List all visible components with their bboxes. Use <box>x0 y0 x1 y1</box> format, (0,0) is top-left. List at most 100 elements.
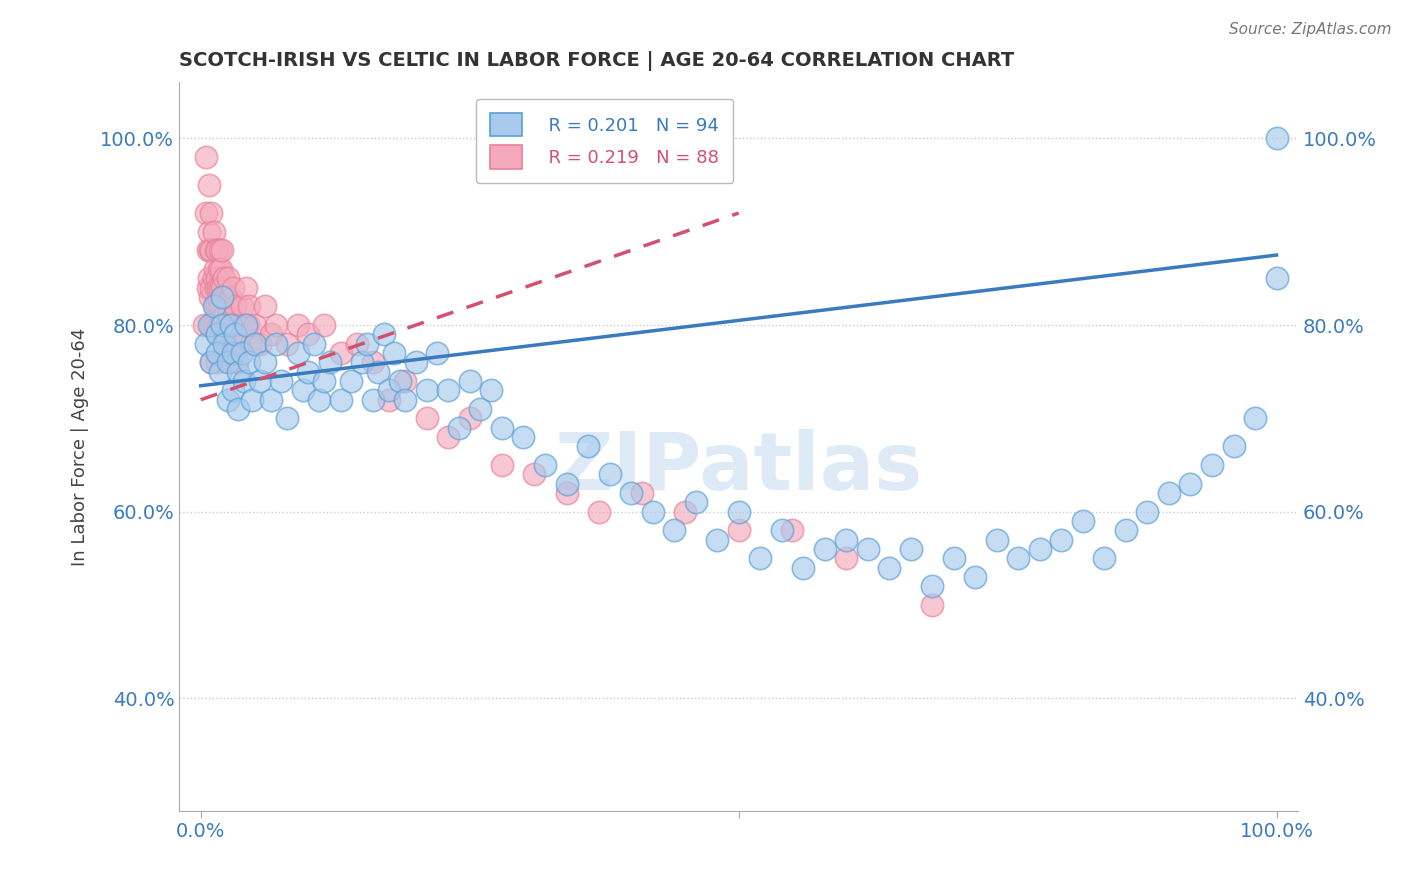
Point <box>195 150 218 164</box>
Point <box>523 467 546 482</box>
Point <box>197 281 219 295</box>
Point <box>287 318 309 332</box>
Point <box>1115 524 1137 538</box>
Point <box>228 365 250 379</box>
Point <box>346 336 368 351</box>
Point <box>222 346 245 360</box>
Point <box>209 299 232 313</box>
Point <box>204 281 226 295</box>
Point <box>314 374 336 388</box>
Point <box>198 225 221 239</box>
Legend:   R = 0.201   N = 94,   R = 0.219   N = 88: R = 0.201 N = 94, R = 0.219 N = 88 <box>475 99 734 183</box>
Point <box>204 262 226 277</box>
Point <box>576 439 599 453</box>
Point <box>240 336 263 351</box>
Point <box>222 384 245 398</box>
Point <box>205 355 228 369</box>
Point <box>555 486 578 500</box>
Point <box>219 318 242 332</box>
Point <box>361 355 384 369</box>
Point <box>208 262 231 277</box>
Point <box>458 411 481 425</box>
Y-axis label: In Labor Force | Age 20-64: In Labor Force | Age 20-64 <box>72 327 89 566</box>
Point <box>254 355 277 369</box>
Point <box>900 542 922 557</box>
Point <box>209 262 232 277</box>
Point <box>1265 271 1288 285</box>
Text: Source: ZipAtlas.com: Source: ZipAtlas.com <box>1229 22 1392 37</box>
Point <box>319 355 342 369</box>
Point <box>1244 411 1267 425</box>
Point <box>835 551 858 566</box>
Point <box>373 327 395 342</box>
Point <box>1201 458 1223 472</box>
Point <box>195 206 218 220</box>
Point <box>367 365 389 379</box>
Point <box>249 336 271 351</box>
Point <box>235 281 257 295</box>
Point <box>394 392 416 407</box>
Point <box>1136 505 1159 519</box>
Point <box>249 374 271 388</box>
Point <box>620 486 643 500</box>
Point <box>706 533 728 547</box>
Point <box>921 598 943 612</box>
Point <box>491 421 513 435</box>
Point <box>302 336 325 351</box>
Point <box>1094 551 1116 566</box>
Point <box>200 318 222 332</box>
Point <box>240 392 263 407</box>
Point <box>200 355 222 369</box>
Point <box>276 411 298 425</box>
Point <box>218 290 240 304</box>
Point <box>447 421 470 435</box>
Point <box>200 355 222 369</box>
Point <box>238 299 260 313</box>
Point <box>202 225 225 239</box>
Point <box>224 327 246 342</box>
Point <box>1222 439 1244 453</box>
Point <box>297 327 319 342</box>
Point <box>200 281 222 295</box>
Point <box>673 505 696 519</box>
Point <box>458 374 481 388</box>
Point <box>727 505 749 519</box>
Point <box>198 178 221 192</box>
Point <box>211 290 233 304</box>
Point <box>792 561 814 575</box>
Point <box>211 244 233 258</box>
Point <box>260 392 283 407</box>
Point <box>378 384 401 398</box>
Point <box>205 327 228 342</box>
Point <box>228 336 250 351</box>
Point <box>479 384 502 398</box>
Point <box>308 392 330 407</box>
Text: SCOTCH-IRISH VS CELTIC IN LABOR FORCE | AGE 20-64 CORRELATION CHART: SCOTCH-IRISH VS CELTIC IN LABOR FORCE | … <box>179 51 1015 70</box>
Point <box>329 346 352 360</box>
Point <box>209 365 232 379</box>
Point <box>588 505 610 519</box>
Point <box>260 327 283 342</box>
Point <box>219 318 242 332</box>
Text: ZIPatlas: ZIPatlas <box>554 429 922 508</box>
Point <box>415 384 437 398</box>
Point <box>209 318 232 332</box>
Point <box>211 318 233 332</box>
Point <box>228 402 250 417</box>
Point <box>270 374 292 388</box>
Point <box>235 318 257 332</box>
Point <box>405 355 427 369</box>
Point <box>195 336 218 351</box>
Point <box>222 281 245 295</box>
Point <box>219 355 242 369</box>
Point <box>749 551 772 566</box>
Point <box>641 505 664 519</box>
Point <box>200 244 222 258</box>
Point <box>287 346 309 360</box>
Point <box>1265 131 1288 145</box>
Point <box>209 244 232 258</box>
Point <box>415 411 437 425</box>
Point <box>238 355 260 369</box>
Point <box>200 290 222 304</box>
Point <box>1157 486 1180 500</box>
